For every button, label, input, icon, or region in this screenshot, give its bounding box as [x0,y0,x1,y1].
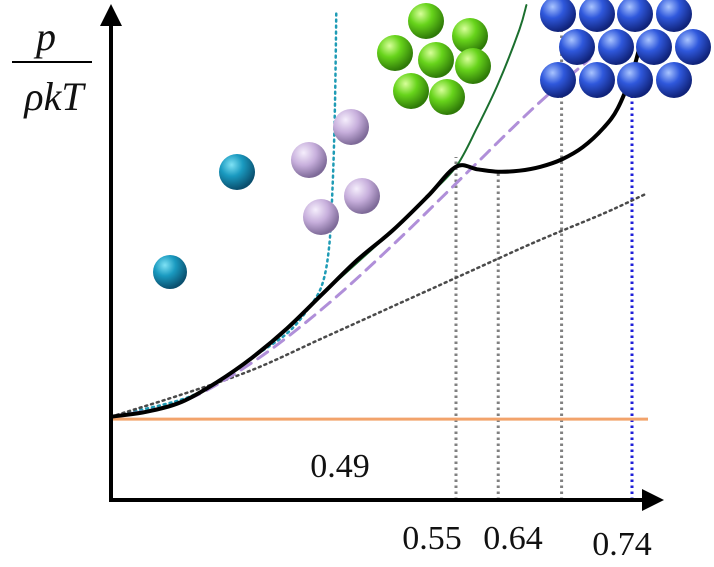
sphere [418,42,454,78]
sphere [455,48,491,84]
sphere [377,35,413,71]
series-layer [109,4,648,419]
sphere [393,73,429,109]
tick-label-074: 0.74 [592,526,652,563]
sphere [579,62,615,98]
fluid-single-sphere [153,255,187,289]
sphere [303,199,339,235]
sphere [617,0,653,32]
sphere [559,29,595,65]
sphere [656,62,692,98]
sphere [291,142,327,178]
fluid-pair-spheres [219,154,255,190]
sphere [344,178,380,214]
sphere [219,154,255,190]
sphere [452,18,488,54]
tick-label-064: 0.64 [483,520,543,557]
green-spheres [377,3,491,115]
sphere [617,62,653,98]
sphere [429,79,465,115]
tick-label-049: 0.49 [310,448,370,485]
axes [100,4,664,511]
tick-labels: 0.49 0.55 0.64 0.74 [310,448,652,563]
sphere [656,0,692,32]
y-axis-label: p ρkT [12,14,92,119]
y-axis-arrowhead [100,4,122,26]
lavender-spheres [291,109,380,235]
sphere [540,62,576,98]
sphere [598,29,634,65]
y-label-numerator: p [33,14,56,59]
series-line-solid-0 [109,47,641,419]
sphere [408,3,444,39]
y-label-denominator: ρkT [22,74,86,119]
x-axis-arrowhead [642,489,664,511]
series-line-dotted-4 [109,8,338,418]
sphere [636,29,672,65]
sphere [333,109,369,145]
blue-spheres [540,0,711,98]
tick-label-055: 0.55 [402,520,462,557]
sphere [540,0,576,32]
sphere [579,0,615,32]
series-line-dotted-3 [109,192,648,418]
sphere [675,29,711,65]
sphere [153,255,187,289]
